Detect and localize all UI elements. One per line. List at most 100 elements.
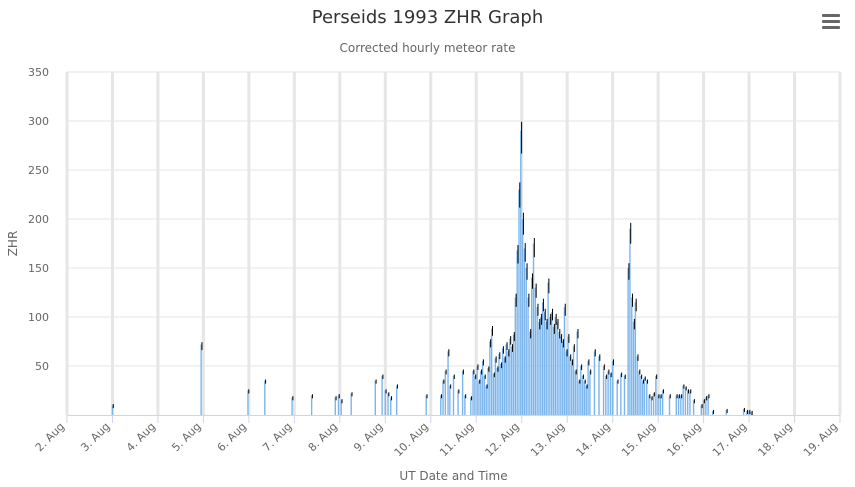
zhr-bar [609,373,612,415]
zhr-bar [725,410,728,415]
zhr-bar [529,331,531,415]
zhr-bar [509,338,511,415]
zhr-bar [523,248,526,415]
zhr-bar [655,375,657,415]
zhr-bar [501,348,504,415]
x-tick-label: 13. Aug [528,420,567,459]
zhr-bar [627,268,629,415]
x-tick-label: 8. Aug [306,420,340,454]
zhr-bar [492,373,495,415]
zhr-bar [505,344,507,415]
zhr-bar [574,370,577,415]
zhr-bar [585,385,587,415]
zhr-bar [291,397,293,415]
y-axis-title: ZHR [6,231,20,257]
zhr-bar [474,375,476,415]
zhr-bar [659,395,662,415]
zhr-bar [374,380,376,415]
zhr-bar [390,397,392,415]
zhr-bar [472,370,474,415]
zhr-bar [641,380,644,415]
zhr-bar [527,297,529,415]
zhr-bar [498,354,500,415]
zhr-bar [541,302,544,415]
x-tick-label: 3. Aug [78,420,112,454]
zhr-bar [746,411,748,415]
zhr-bar [680,395,682,415]
zhr-bar [593,351,596,415]
zhr-bar [567,336,569,415]
zhr-bar [478,380,480,415]
x-tick-label: 10. Aug [392,420,431,459]
x-tick-label: 11. Aug [437,420,476,459]
zhr-bar [684,387,687,415]
zhr-bar [611,361,614,415]
zhr-bar [540,317,542,415]
zhr-bar [565,351,567,415]
zhr-bar [561,341,564,415]
zhr-bar [581,375,584,415]
zhr-bar [682,385,684,415]
zhr-bar [507,351,509,415]
zhr-bar [569,356,571,415]
zhr-bar [449,385,451,415]
y-tick-label: 150 [28,262,49,275]
y-tick-label: 200 [28,213,49,226]
x-tick-label: 6. Aug [215,420,249,454]
zhr-bar [470,397,472,415]
zhr-bar [503,358,506,415]
x-tick-label: 7. Aug [260,420,294,454]
zhr-bar [444,370,447,415]
zhr-bar [742,409,745,415]
zhr-bar [480,370,482,415]
zhr-bar [661,390,664,415]
zhr-bar [334,397,336,415]
zhr-bar [489,341,491,415]
zhr-bar [657,395,659,415]
zhr-bar [558,331,560,415]
zhr-bar [556,321,558,415]
zhr-bar [668,395,671,415]
zhr-bar [481,361,484,415]
zhr-bar [605,375,607,415]
zhr-bar [111,405,114,415]
zhr-bar [511,346,513,415]
zhr-bar [476,366,478,415]
error-bars [112,121,753,415]
zhr-bar [578,380,580,415]
y-tick-label: 350 [28,66,49,79]
zhr-bar [518,189,520,415]
menu-line [822,14,840,17]
zhr-bar [607,370,609,415]
zhr-bar [337,395,340,415]
zhr-bar [589,370,591,415]
zhr-bar [525,268,527,415]
zhr-bar [387,393,389,415]
zhr-bar [636,356,638,415]
x-tick-label: 2. Aug [33,420,67,454]
menu-line [822,26,840,29]
zhr-bar [381,375,383,415]
zhr-bar [587,361,589,415]
zhr-bar [536,307,538,415]
x-tick-label: 9. Aug [351,420,385,454]
zhr-bar [512,334,515,415]
zhr-bar [640,375,642,415]
zhr-bar [461,370,464,415]
zhr-bar [748,411,750,415]
zhr-bar [545,321,547,415]
zhr-bar [310,395,313,415]
zhr-bar [552,326,555,415]
zhr-bar [702,400,705,415]
zhr-bar [692,400,695,415]
zhr-bar [547,282,549,415]
zhr-bar [350,393,352,415]
zhr-bar [490,328,493,415]
zhr-bar [447,351,449,415]
zhr-bar [646,380,648,415]
zhr-bar [650,397,652,415]
zhr-bar [623,375,626,415]
zhr-bar [534,287,537,415]
hamburger-menu-icon[interactable] [820,12,842,32]
zhr-bar [652,393,655,415]
